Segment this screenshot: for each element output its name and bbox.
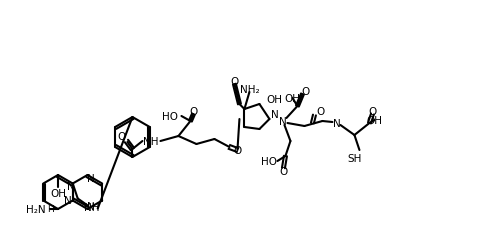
Text: N: N xyxy=(67,182,75,192)
Text: NH₂: NH₂ xyxy=(240,85,259,94)
Text: O: O xyxy=(316,106,325,117)
Text: HO: HO xyxy=(162,112,179,122)
Text: H₂N: H₂N xyxy=(26,204,46,214)
Text: SH: SH xyxy=(347,154,362,163)
Text: O: O xyxy=(117,132,125,141)
Text: HO: HO xyxy=(261,156,277,166)
Text: O: O xyxy=(230,77,239,87)
Text: N: N xyxy=(333,118,340,128)
Text: N: N xyxy=(271,110,278,120)
Text: OH: OH xyxy=(284,94,301,104)
Text: NH: NH xyxy=(84,203,99,213)
Text: H: H xyxy=(47,205,53,214)
Text: NH: NH xyxy=(143,136,158,146)
Text: O: O xyxy=(301,87,309,97)
Text: O: O xyxy=(279,166,287,176)
Text: N: N xyxy=(64,196,72,206)
Text: O: O xyxy=(233,146,242,156)
Text: N: N xyxy=(278,116,286,126)
Text: OH: OH xyxy=(50,188,66,198)
Text: N: N xyxy=(87,173,94,183)
Text: N: N xyxy=(87,201,94,211)
Text: OH: OH xyxy=(367,116,382,126)
Text: O: O xyxy=(369,106,376,117)
Text: O: O xyxy=(189,106,198,117)
Text: OH: OH xyxy=(267,94,282,104)
